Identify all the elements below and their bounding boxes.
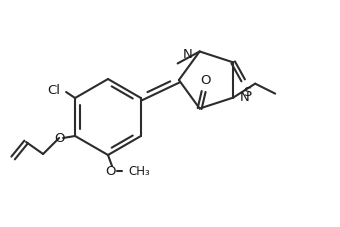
Text: O: O <box>200 73 211 86</box>
Text: CH₃: CH₃ <box>128 165 150 178</box>
Text: S: S <box>243 86 251 99</box>
Text: N: N <box>240 91 250 104</box>
Text: N: N <box>183 48 193 61</box>
Text: O: O <box>106 165 116 178</box>
Text: Cl: Cl <box>47 83 60 96</box>
Text: O: O <box>54 132 64 145</box>
